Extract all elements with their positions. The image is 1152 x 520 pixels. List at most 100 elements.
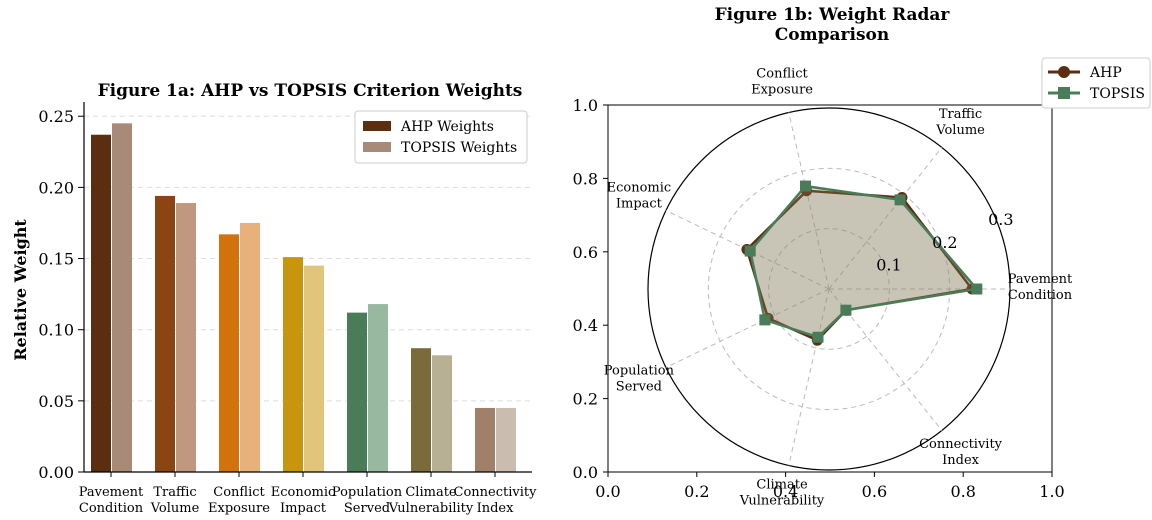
bar-ahp bbox=[219, 234, 239, 472]
radar-legend-label: TOPSIS bbox=[1090, 86, 1145, 102]
radar-axis-label: Traffic Volume bbox=[935, 107, 985, 138]
radar-radial-tick: 0.3 bbox=[988, 210, 1013, 229]
bar-x-tick-label-line: Pavement bbox=[79, 485, 144, 500]
radar-frame-x-label: 1.0 bbox=[1039, 482, 1064, 501]
radar-legend-label: AHP bbox=[1089, 65, 1122, 81]
bar-topsis bbox=[112, 123, 132, 472]
bar-x-tick-label-line: Traffic bbox=[153, 485, 196, 500]
bar-ahp bbox=[347, 312, 367, 472]
bar-topsis bbox=[176, 203, 196, 473]
radar-series bbox=[741, 180, 983, 346]
bar-topsis bbox=[432, 355, 452, 472]
bar-ahp bbox=[91, 134, 111, 472]
radar-axis-label-line: Impact bbox=[616, 196, 663, 211]
radar-frame-y-label: 0.4 bbox=[573, 316, 598, 335]
radar-legend-marker bbox=[1058, 66, 1070, 78]
radar-axis-label-line: Connectivity bbox=[919, 437, 1003, 452]
bar-legend-label: TOPSIS Weights bbox=[401, 140, 517, 156]
radar-chart-title: Figure 1b: Weight Radar Comparison bbox=[715, 5, 951, 45]
bar-topsis bbox=[304, 265, 324, 472]
radar-spoke bbox=[665, 288, 830, 368]
bar-ahp bbox=[155, 195, 175, 472]
radar-axis-label-line: Pavement bbox=[1008, 272, 1073, 287]
radar-axis-label-line: Population bbox=[604, 364, 675, 379]
radar-axis-label-line: Conflict bbox=[756, 66, 808, 81]
radar-title-text-line: Comparison bbox=[775, 25, 889, 45]
bar-y-tick-label: 0.00 bbox=[38, 463, 74, 482]
bar-y-tick-label: 0.20 bbox=[38, 178, 74, 197]
radar-point bbox=[744, 245, 756, 257]
bar-topsis bbox=[240, 222, 260, 472]
radar-frame-y-label: 0.6 bbox=[573, 243, 598, 262]
radar-legend: AHP TOPSIS bbox=[1041, 57, 1151, 109]
radar-point bbox=[759, 314, 771, 326]
radar-axis-label-line: Traffic bbox=[939, 107, 982, 122]
bar-topsis bbox=[496, 407, 516, 472]
bar-x-tick-label-line: Population bbox=[332, 485, 403, 500]
bar-x-tick-label-line: Connectivity bbox=[454, 485, 538, 500]
radar-axis-labels: 0.1 0.2 0.3 Pavement Condition Traffic Volume C… bbox=[604, 66, 1073, 508]
bar-x-tick-label-line: Conflict bbox=[213, 485, 265, 500]
radar-spoke bbox=[788, 288, 830, 466]
bar-ahp bbox=[411, 348, 431, 472]
radar-point bbox=[800, 180, 812, 192]
radar-frame-x-label: 0.0 bbox=[595, 482, 620, 501]
bar-x-tick-label-line: Served bbox=[344, 501, 390, 516]
radar-point bbox=[894, 194, 906, 206]
bar-ahp bbox=[283, 257, 303, 472]
radar-axis-label-line: Climate bbox=[756, 478, 808, 493]
radar-frame-x-label: 0.2 bbox=[684, 482, 709, 501]
radar-axis-label-line: Served bbox=[616, 380, 662, 395]
bar-legend-swatch bbox=[363, 121, 391, 131]
bar-x-tick-label: Conflict Exposure bbox=[208, 485, 270, 516]
radar-frame-x-label: 0.4 bbox=[773, 482, 798, 501]
bar-x-tick-label: Climate Vulnerability bbox=[388, 485, 474, 516]
radar-frame-y-label: 1.0 bbox=[573, 96, 598, 115]
radar-legend-marker bbox=[1058, 87, 1070, 99]
bar-chart-title: Figure 1a: AHP vs TOPSIS Criterion Weigh… bbox=[98, 81, 523, 101]
bar-y-tick-label: 0.05 bbox=[38, 392, 74, 411]
radar-frame-y-label: 0.0 bbox=[573, 463, 598, 482]
bar-x-tick-label: Connectivity Index bbox=[454, 485, 538, 516]
bar-legend-box bbox=[354, 110, 528, 164]
bar-legend-swatch bbox=[363, 142, 391, 152]
bar-x-tick-label-line: Volume bbox=[150, 501, 200, 516]
bar-x-tick-label-line: Economic bbox=[271, 485, 336, 500]
radar-frame: 0.00.0 0.2 0.2 0.4 0.4 0.6 0.6 0.8 0.8 1.0 1.0 bbox=[573, 96, 1065, 501]
bar-x-tick-label: Traffic Volume bbox=[150, 485, 200, 516]
bar-x-tick-label-line: Condition bbox=[79, 501, 144, 516]
radar-axis-label: Climate Vulnerability bbox=[739, 478, 825, 509]
radar-axis-label: Economic Impact bbox=[607, 180, 672, 211]
radar-chart: Figure 1b: Weight Radar Comparison 0.00.0… bbox=[573, 5, 1151, 509]
bar-x-tick-label: Population Served bbox=[332, 485, 403, 516]
radar-axis-label: Pavement Condition bbox=[1008, 272, 1073, 303]
radar-axis-label-line: Vulnerability bbox=[739, 494, 825, 509]
bar-y-tick-label: 0.25 bbox=[38, 107, 74, 126]
radar-axis-label-line: Economic bbox=[607, 180, 672, 195]
radar-radial-tick: 0.2 bbox=[932, 233, 957, 252]
bar-y-tick-label: 0.10 bbox=[38, 321, 74, 340]
bar-ahp bbox=[475, 407, 495, 472]
bar-axes bbox=[83, 102, 532, 473]
radar-axis-label: Connectivity Index bbox=[919, 437, 1003, 468]
bar-x-tick-label-line: Climate bbox=[405, 485, 457, 500]
bar-y-tick-label: 0.15 bbox=[38, 250, 74, 269]
bar-topsis bbox=[368, 304, 388, 472]
bar-legend: AHP Weights TOPSIS Weights bbox=[354, 110, 528, 164]
radar-point bbox=[971, 283, 983, 295]
radar-frame-x-label: 0.6 bbox=[862, 482, 887, 501]
radar-axis-label-line: Index bbox=[942, 453, 980, 468]
bar-chart: Figure 1a: AHP vs TOPSIS Criterion Weigh… bbox=[11, 81, 537, 516]
radar-frame-y-label: 0.8 bbox=[573, 169, 598, 188]
radar-axis-label: Conflict Exposure bbox=[751, 66, 813, 97]
radar-axis-label-line: Condition bbox=[1008, 288, 1073, 303]
radar-spoke bbox=[788, 112, 830, 290]
bar-x-tick-label-line: Impact bbox=[280, 501, 327, 516]
bar-x-tick-label: Economic Impact bbox=[271, 485, 336, 516]
radar-frame-x-label: 0.8 bbox=[950, 482, 975, 501]
radar-axis-label: Population Served bbox=[604, 364, 675, 395]
radar-frame-y-label: 0.2 bbox=[573, 390, 598, 409]
radar-axis-label-line: Volume bbox=[935, 123, 985, 138]
radar-axis-label-line: Exposure bbox=[751, 82, 813, 97]
